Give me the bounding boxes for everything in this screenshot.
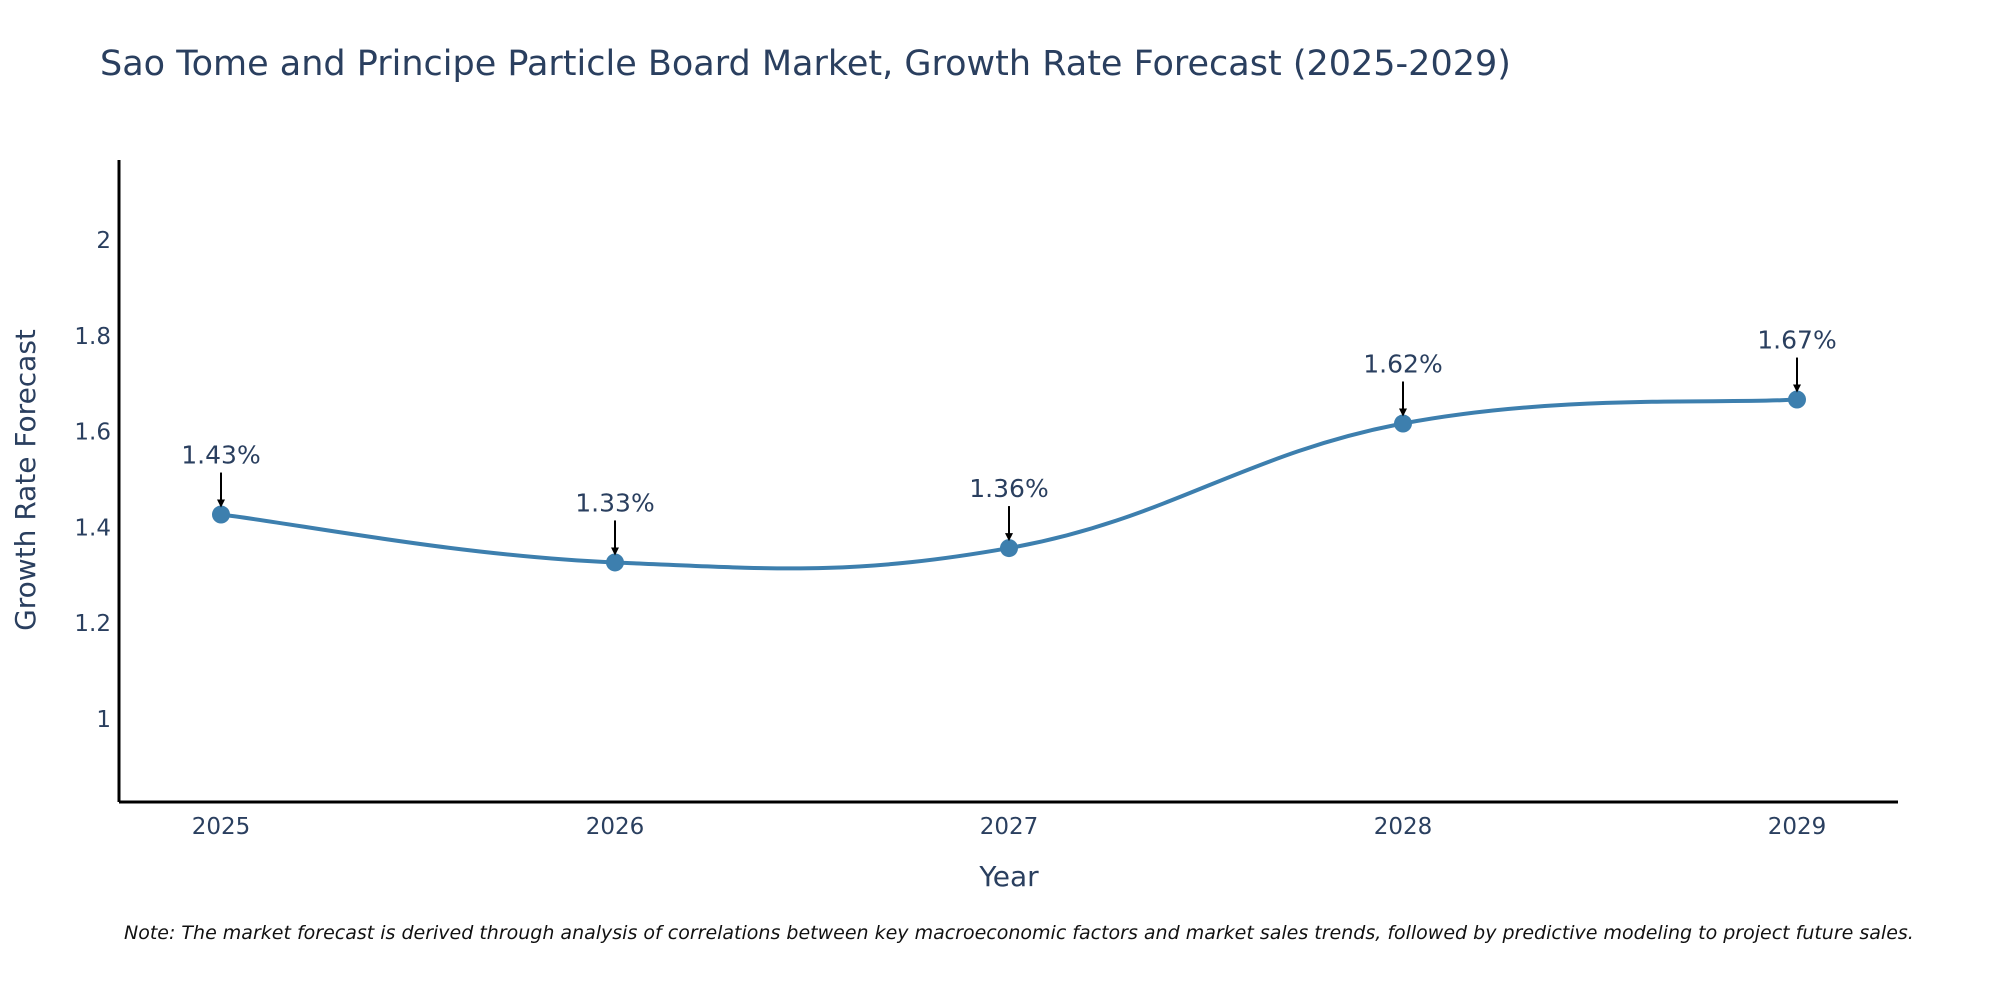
data-label: 1.36% xyxy=(969,474,1048,503)
data-point xyxy=(1394,414,1412,433)
y-tick-label: 1 xyxy=(96,707,111,733)
data-point xyxy=(1000,539,1018,558)
y-tick-label: 1.8 xyxy=(74,324,111,350)
chart-title: Sao Tome and Principe Particle Board Mar… xyxy=(100,44,1511,84)
x-tick-label: 2027 xyxy=(980,814,1039,840)
data-point xyxy=(212,505,230,524)
x-tick-label: 2028 xyxy=(1374,814,1433,840)
data-point xyxy=(606,553,624,572)
data-point xyxy=(1788,390,1806,409)
y-tick-label: 1.4 xyxy=(74,515,111,541)
data-label: 1.67% xyxy=(1757,326,1836,355)
y-axis-title: Growth Rate Forecast xyxy=(9,329,42,631)
x-tick-label: 2025 xyxy=(192,814,251,840)
x-axis-title: Year xyxy=(978,860,1039,893)
y-tick-label: 1.6 xyxy=(74,420,111,446)
data-markers xyxy=(212,390,1806,572)
y-axis-ticks: 1 1.2 1.4 1.6 1.8 2 xyxy=(74,228,111,733)
x-tick-label: 2026 xyxy=(586,814,645,840)
data-annotations: 1.43% 1.33% 1.36% 1.62% 1.67% xyxy=(181,326,1837,556)
x-axis-ticks: 2025 2026 2027 2028 2029 xyxy=(192,814,1827,840)
chart-note: Note: The market forecast is derived thr… xyxy=(124,922,1914,944)
y-tick-label: 2 xyxy=(96,228,111,254)
data-label: 1.43% xyxy=(181,441,260,470)
data-label: 1.62% xyxy=(1363,350,1442,379)
y-tick-label: 1.2 xyxy=(74,611,111,637)
data-label: 1.33% xyxy=(575,488,654,517)
x-tick-label: 2029 xyxy=(1768,814,1827,840)
